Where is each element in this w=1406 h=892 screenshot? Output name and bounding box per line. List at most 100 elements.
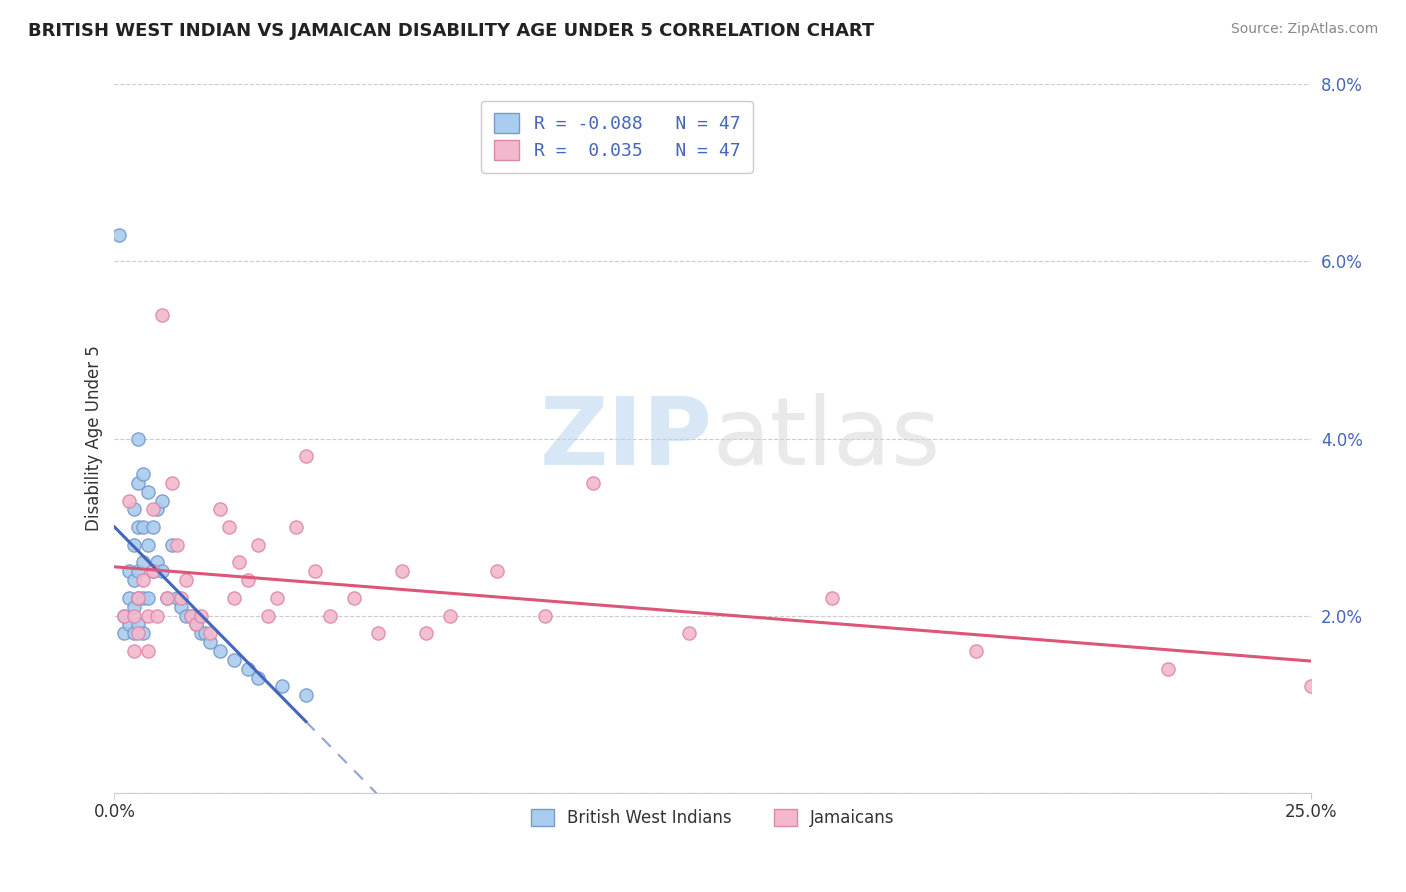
- Point: [156, 591, 179, 605]
- Point: [112, 608, 135, 623]
- Point: [247, 671, 270, 685]
- Point: [174, 608, 197, 623]
- Point: [184, 617, 207, 632]
- Point: [166, 538, 188, 552]
- Point: [132, 467, 155, 481]
- Point: [136, 608, 159, 623]
- Text: BRITISH WEST INDIAN VS JAMAICAN DISABILITY AGE UNDER 5 CORRELATION CHART: BRITISH WEST INDIAN VS JAMAICAN DISABILI…: [28, 22, 875, 40]
- Point: [319, 608, 342, 623]
- Point: [170, 591, 193, 605]
- Point: [112, 626, 135, 640]
- Point: [122, 608, 145, 623]
- Text: atlas: atlas: [713, 392, 941, 484]
- Point: [146, 608, 169, 623]
- Point: [367, 626, 389, 640]
- Point: [122, 502, 145, 516]
- Point: [127, 591, 149, 605]
- Point: [160, 538, 183, 552]
- Point: [247, 538, 270, 552]
- Point: [198, 635, 221, 649]
- Point: [238, 662, 260, 676]
- Point: [118, 591, 141, 605]
- Point: [194, 626, 217, 640]
- Point: [160, 475, 183, 490]
- Point: [304, 565, 326, 579]
- Point: [112, 608, 135, 623]
- Point: [266, 591, 288, 605]
- Legend: British West Indians, Jamaicans: British West Indians, Jamaicans: [524, 803, 901, 834]
- Point: [821, 591, 844, 605]
- Point: [295, 688, 318, 702]
- Point: [582, 475, 605, 490]
- Point: [190, 626, 212, 640]
- Point: [122, 573, 145, 587]
- Point: [118, 493, 141, 508]
- Point: [965, 644, 987, 658]
- Point: [166, 591, 188, 605]
- Point: [127, 617, 149, 632]
- Point: [108, 227, 131, 242]
- Point: [132, 626, 155, 640]
- Point: [136, 484, 159, 499]
- Point: [678, 626, 700, 640]
- Point: [208, 502, 231, 516]
- Point: [150, 493, 173, 508]
- Point: [391, 565, 413, 579]
- Point: [343, 591, 366, 605]
- Y-axis label: Disability Age Under 5: Disability Age Under 5: [86, 345, 103, 532]
- Point: [136, 538, 159, 552]
- Point: [238, 573, 260, 587]
- Point: [190, 608, 212, 623]
- Point: [170, 599, 193, 614]
- Point: [132, 520, 155, 534]
- Point: [1301, 680, 1323, 694]
- Point: [146, 556, 169, 570]
- Point: [127, 520, 149, 534]
- Point: [127, 565, 149, 579]
- Point: [127, 475, 149, 490]
- Point: [132, 556, 155, 570]
- Point: [146, 502, 169, 516]
- Point: [256, 608, 278, 623]
- Text: Source: ZipAtlas.com: Source: ZipAtlas.com: [1230, 22, 1378, 37]
- Point: [150, 565, 173, 579]
- Point: [118, 617, 141, 632]
- Point: [439, 608, 461, 623]
- Point: [122, 538, 145, 552]
- Point: [150, 308, 173, 322]
- Point: [228, 556, 250, 570]
- Point: [486, 565, 509, 579]
- Point: [295, 449, 318, 463]
- Point: [156, 591, 179, 605]
- Point: [118, 565, 141, 579]
- Point: [534, 608, 557, 623]
- Point: [415, 626, 437, 640]
- Point: [174, 573, 197, 587]
- Point: [184, 617, 207, 632]
- Point: [122, 599, 145, 614]
- Point: [222, 591, 245, 605]
- Point: [142, 502, 165, 516]
- Point: [142, 565, 165, 579]
- Text: ZIP: ZIP: [540, 392, 713, 484]
- Point: [218, 520, 240, 534]
- Point: [142, 565, 165, 579]
- Point: [142, 520, 165, 534]
- Point: [222, 653, 245, 667]
- Point: [271, 680, 294, 694]
- Point: [132, 591, 155, 605]
- Point: [127, 626, 149, 640]
- Point: [127, 432, 149, 446]
- Point: [198, 626, 221, 640]
- Point: [208, 644, 231, 658]
- Point: [136, 591, 159, 605]
- Point: [122, 626, 145, 640]
- Point: [180, 608, 202, 623]
- Point: [136, 644, 159, 658]
- Point: [285, 520, 308, 534]
- Point: [132, 573, 155, 587]
- Point: [180, 608, 202, 623]
- Point: [1156, 662, 1178, 676]
- Point: [122, 644, 145, 658]
- Point: [127, 591, 149, 605]
